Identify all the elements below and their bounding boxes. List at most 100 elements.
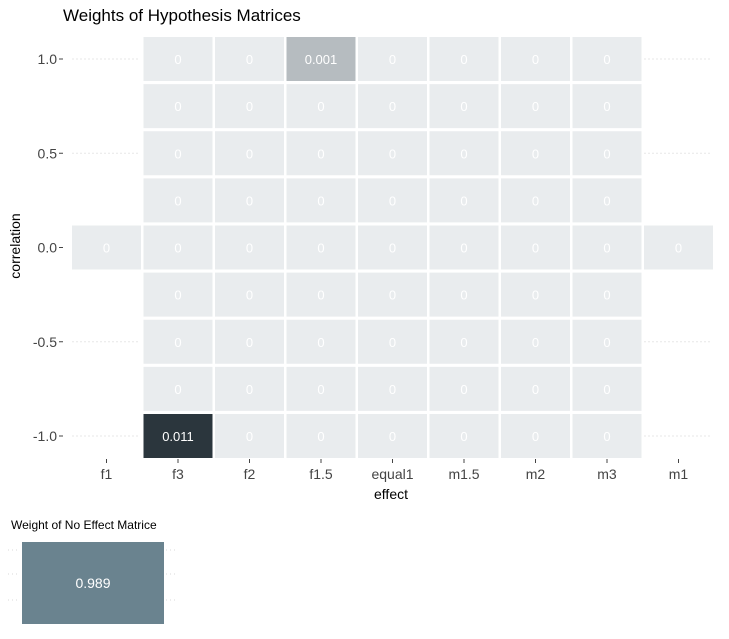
heatmap-cell	[215, 319, 284, 364]
heatmap-cell	[286, 272, 356, 317]
heatmap-cell	[429, 84, 499, 129]
y-tick-label: 0.0	[38, 240, 58, 256]
heatmap-cell	[286, 414, 356, 458]
cell-label: 0	[174, 52, 181, 67]
cell-label: 0	[174, 241, 181, 256]
cell-label: 0	[389, 241, 396, 256]
cell-label: 0	[532, 288, 539, 303]
cell-label: 0	[389, 429, 396, 444]
heatmap-cell	[143, 319, 213, 364]
heatmap-cell	[286, 319, 356, 364]
heatmap-cell	[143, 37, 213, 81]
cell-label: 0	[174, 193, 181, 208]
cell-label: 0	[246, 429, 253, 444]
cell-label: 0	[246, 193, 253, 208]
no-effect-value-label: 0.989	[75, 575, 110, 591]
heatmap-cell	[429, 131, 499, 176]
heatmap-cell	[429, 366, 499, 411]
heatmap-cell	[358, 225, 427, 270]
heatmap-cell	[429, 272, 499, 317]
cell-label: 0	[246, 382, 253, 397]
heatmap-cell	[501, 272, 570, 317]
x-tick-label: f1.5	[309, 466, 333, 482]
cell-label: 0	[460, 335, 467, 350]
heatmap-cell	[501, 366, 570, 411]
cell-label: 0	[460, 146, 467, 161]
cell-label: 0	[603, 99, 610, 114]
heatmap-cell	[572, 414, 642, 458]
heatmap-cell	[215, 131, 284, 176]
cell-label: 0	[389, 382, 396, 397]
cell-label: 0	[317, 335, 324, 350]
heatmap-cell	[572, 225, 642, 270]
heatmap-cell	[501, 319, 570, 364]
x-axis-title: effect	[374, 486, 408, 502]
heatmap-cell	[429, 225, 499, 270]
cell-label: 0	[246, 99, 253, 114]
cell-label: 0	[675, 241, 682, 256]
cell-label: 0	[246, 241, 253, 256]
cell-label: 0	[317, 146, 324, 161]
cell-label: 0	[532, 429, 539, 444]
cell-label: 0	[174, 99, 181, 114]
cell-label: 0	[603, 193, 610, 208]
heatmap-cell	[143, 414, 213, 458]
heatmap-cell	[501, 225, 570, 270]
cell-label: 0	[103, 241, 110, 256]
cell-label: 0	[389, 335, 396, 350]
cell-label: 0	[389, 146, 396, 161]
heatmap-cell	[501, 178, 570, 223]
cell-label: 0	[246, 146, 253, 161]
heatmap-cell	[286, 178, 356, 223]
cell-label: 0.001	[305, 52, 338, 67]
y-tick-label: -1.0	[33, 428, 57, 444]
cell-label: 0	[174, 382, 181, 397]
x-tick-label: f1	[101, 466, 113, 482]
x-tick-label: m1	[669, 466, 689, 482]
heatmap-cell	[572, 366, 642, 411]
cell-label: 0	[389, 52, 396, 67]
heatmap-cell	[358, 272, 427, 317]
cell-label: 0	[460, 241, 467, 256]
cell-label: 0	[460, 429, 467, 444]
chart-title: Weights of Hypothesis Matrices	[63, 6, 301, 25]
cell-label: 0	[460, 288, 467, 303]
y-axis-title: correlation	[7, 213, 23, 278]
cell-label: 0	[246, 335, 253, 350]
heatmap-cell	[358, 131, 427, 176]
cell-label: 0	[246, 52, 253, 67]
x-tick-label: m1.5	[448, 466, 479, 482]
cell-label: 0	[246, 288, 253, 303]
heatmap-cell	[143, 366, 213, 411]
cell-label: 0	[603, 288, 610, 303]
cell-label: 0	[317, 382, 324, 397]
cell-label: 0	[532, 382, 539, 397]
heatmap-cell	[215, 272, 284, 317]
x-tick-label: f2	[244, 466, 256, 482]
heatmap-cell	[572, 131, 642, 176]
cell-label: 0	[389, 193, 396, 208]
cell-label: 0	[460, 193, 467, 208]
heatmap-cell	[572, 272, 642, 317]
heatmap-cell	[143, 84, 213, 129]
cell-label: 0	[389, 99, 396, 114]
y-tick-label: 0.5	[38, 145, 58, 161]
heatmap-cell	[501, 37, 570, 81]
cell-label: 0.011	[162, 429, 194, 444]
heatmap-cell	[286, 225, 356, 270]
heatmap-cell	[501, 414, 570, 458]
heatmap-cell	[358, 37, 427, 81]
cell-label: 0	[603, 52, 610, 67]
cell-label: 0	[174, 335, 181, 350]
cell-label: 0	[532, 52, 539, 67]
cell-label: 0	[532, 99, 539, 114]
cell-label: 0	[389, 288, 396, 303]
heatmap-cell	[429, 37, 499, 81]
cell-label: 0	[532, 335, 539, 350]
heatmap-cell	[572, 178, 642, 223]
heatmap-cell	[215, 366, 284, 411]
heatmap-cell	[501, 84, 570, 129]
cell-label: 0	[317, 241, 324, 256]
cell-label: 0	[603, 335, 610, 350]
heatmap-cell	[429, 178, 499, 223]
